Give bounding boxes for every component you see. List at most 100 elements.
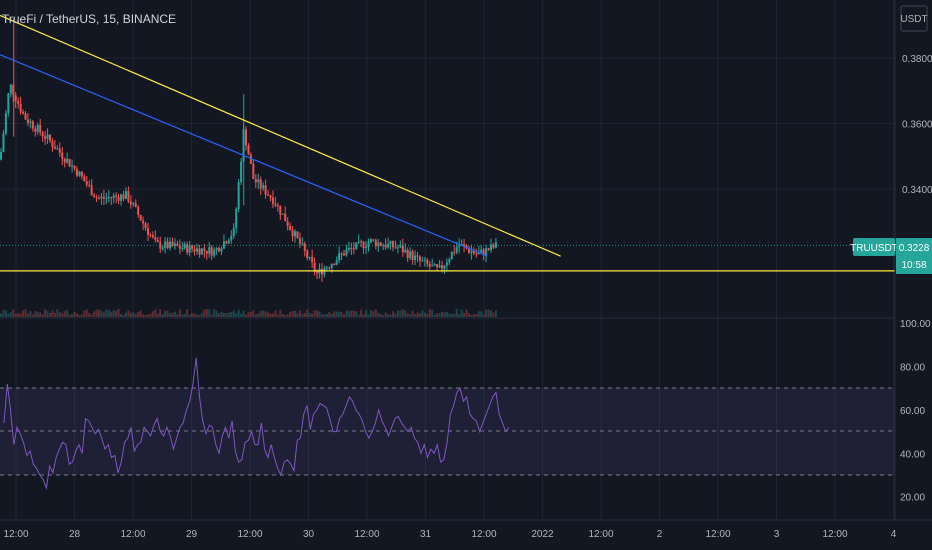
candle-body bbox=[66, 158, 69, 163]
candle-body bbox=[122, 194, 125, 199]
candle-body bbox=[482, 249, 485, 256]
time-axis[interactable]: 12:00 28 12:00 29 12:00 30 12:00 31 12:00 2022 12:… bbox=[3, 529, 896, 540]
volume-bar bbox=[399, 310, 402, 317]
volume-bar bbox=[271, 313, 274, 317]
volume-bar bbox=[423, 312, 426, 317]
candle-body bbox=[4, 113, 7, 134]
candle-body bbox=[401, 245, 404, 253]
candle-body bbox=[365, 246, 368, 249]
volume-bar bbox=[159, 309, 162, 317]
candle-body bbox=[350, 248, 353, 250]
currency-badge-frame bbox=[900, 5, 928, 32]
candle-body bbox=[345, 249, 348, 256]
volume-bar bbox=[129, 312, 132, 317]
candle-body bbox=[325, 267, 328, 269]
volume-bar bbox=[144, 314, 147, 317]
volume-bar bbox=[389, 314, 392, 317]
candle-body bbox=[107, 197, 110, 199]
volume-bar bbox=[374, 309, 377, 317]
volume-bar bbox=[357, 314, 360, 317]
candle-body bbox=[71, 165, 74, 167]
volume-bar bbox=[124, 312, 127, 317]
candle-body bbox=[83, 176, 86, 182]
candle-body bbox=[173, 243, 176, 246]
volume-bar bbox=[220, 311, 223, 317]
volume-bar bbox=[274, 310, 277, 317]
candle-body bbox=[181, 248, 184, 250]
time-tick-label: 12:00 bbox=[471, 529, 496, 540]
candle-body bbox=[100, 196, 103, 199]
volume-bar bbox=[210, 314, 213, 317]
candle-body bbox=[404, 249, 407, 253]
volume-bar bbox=[301, 313, 304, 317]
candle-body bbox=[418, 256, 421, 261]
candle-body bbox=[411, 251, 414, 261]
candle-body bbox=[39, 125, 42, 133]
candle-body bbox=[421, 260, 424, 262]
rsi-scale[interactable]: 20.00 40.00 60.00 80.00 100.00 bbox=[900, 319, 931, 504]
volume-bar bbox=[247, 312, 250, 317]
volume-bar bbox=[95, 309, 98, 317]
trendlines[interactable] bbox=[0, 14, 895, 272]
volume-bar bbox=[441, 312, 443, 317]
volume-bar bbox=[151, 311, 154, 317]
candle-body bbox=[428, 263, 431, 267]
volume-bar bbox=[450, 313, 453, 317]
volume-bar bbox=[31, 314, 34, 317]
candle-body bbox=[14, 95, 17, 102]
time-tick-label: 12:00 bbox=[3, 529, 28, 540]
volume-bar bbox=[345, 310, 348, 317]
candle-body bbox=[24, 113, 27, 120]
candle-body bbox=[467, 248, 470, 253]
volume-bar bbox=[188, 314, 191, 317]
candle-body bbox=[105, 197, 108, 199]
volume-bar bbox=[426, 313, 429, 317]
volume-bar bbox=[4, 310, 7, 317]
volume-bar bbox=[73, 312, 76, 317]
time-tick-label: 30 bbox=[303, 529, 315, 540]
candle-body bbox=[115, 195, 118, 197]
candle-body bbox=[142, 220, 145, 224]
candle-body bbox=[46, 134, 49, 139]
candle-body bbox=[477, 252, 480, 254]
symbol-title[interactable]: TrueFi / TetherUS, 15, BINANCE bbox=[2, 12, 176, 26]
candle-body bbox=[294, 231, 296, 237]
volume-bar bbox=[279, 309, 282, 317]
volume-bar bbox=[227, 312, 230, 317]
volume-bar bbox=[171, 312, 174, 317]
candle-body bbox=[102, 196, 105, 199]
candle-body bbox=[49, 134, 51, 141]
candle-body bbox=[301, 243, 304, 245]
candle-body bbox=[132, 203, 135, 205]
volume-bar bbox=[164, 310, 167, 317]
candle-body bbox=[22, 111, 25, 114]
candle-body bbox=[171, 241, 174, 246]
candle-body bbox=[183, 244, 186, 249]
candle-body bbox=[166, 241, 169, 249]
candle-body bbox=[137, 206, 140, 215]
volume-bar bbox=[352, 310, 355, 317]
volume-bar bbox=[147, 314, 149, 317]
price-scale[interactable]: 0.3400 0.3600 0.3800 bbox=[902, 54, 932, 196]
volume-bar bbox=[183, 313, 186, 317]
volume-bar bbox=[78, 314, 81, 317]
volume-bar bbox=[53, 312, 56, 317]
currency-badge[interactable]: USDT bbox=[900, 5, 928, 32]
candle-body bbox=[257, 179, 260, 183]
candle-body bbox=[423, 259, 426, 261]
candle-body bbox=[154, 237, 157, 240]
trendline-1[interactable] bbox=[0, 54, 488, 257]
volume-bar bbox=[262, 310, 265, 317]
candle-body bbox=[274, 203, 277, 206]
volume-bar bbox=[242, 310, 245, 317]
volume-bar bbox=[56, 309, 59, 317]
candle-body bbox=[367, 242, 370, 247]
volume-bar bbox=[350, 310, 353, 317]
time-tick-label: 12:00 bbox=[588, 529, 613, 540]
candle-body bbox=[237, 182, 240, 210]
trendline-0[interactable] bbox=[0, 14, 561, 257]
volume-bar bbox=[289, 312, 292, 317]
candle-body bbox=[227, 240, 230, 244]
volume-bar bbox=[98, 309, 100, 317]
